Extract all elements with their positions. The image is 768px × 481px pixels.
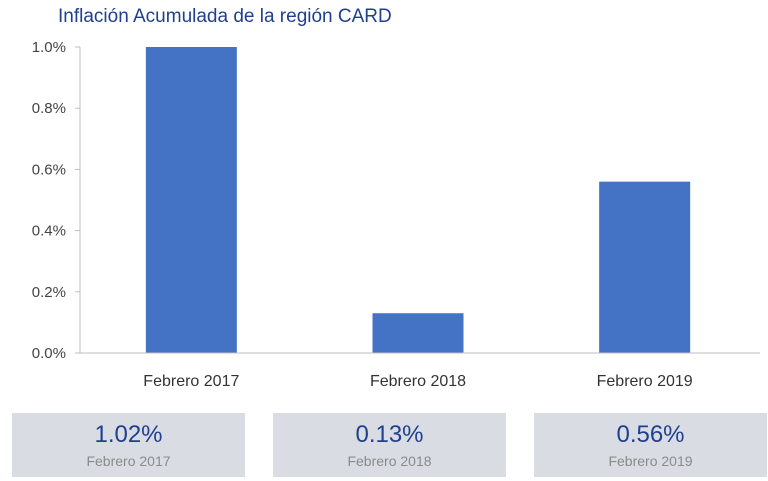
x-tick-label: Febrero 2019 [597, 373, 693, 390]
bar [599, 181, 691, 353]
x-axis: Febrero 2017 Febrero 2018 Febrero 2019 [80, 352, 760, 390]
x-tick-label: Febrero 2018 [370, 373, 466, 390]
y-tick-label: 0.6% [32, 161, 66, 178]
bar-chart: 0.0%0.2%0.4%0.6%0.8%1.0% Febrero 2017 Feb… [32, 39, 760, 390]
y-tick-label: 1.0% [32, 39, 66, 56]
y-tick-label: 0.2% [32, 284, 66, 301]
summary-value: 0.56% [616, 421, 685, 448]
y-tick-label: 0.4% [32, 223, 66, 240]
summary-card-3: 0.56% Febrero 2019 [534, 413, 767, 477]
summary-card-1: 1.02% Febrero 2017 [12, 413, 245, 477]
chart-title: Inflación Acumulada de la región CARD [58, 6, 392, 27]
summary-card-2: 0.13% Febrero 2018 [273, 413, 506, 477]
x-tick-label: Febrero 2017 [143, 373, 239, 390]
summary-label: Febrero 2019 [608, 453, 693, 469]
summary-label: Febrero 2018 [347, 453, 432, 469]
bar [145, 47, 237, 353]
summary-value: 1.02% [94, 421, 163, 448]
summary-label: Febrero 2017 [86, 453, 171, 469]
summary-value: 0.13% [355, 421, 424, 448]
bars [145, 47, 691, 353]
y-tick-label: 0.0% [32, 345, 66, 362]
bar [372, 313, 464, 353]
y-axis: 0.0% 0.2% 0.4% 0.6% 0.8% 1.0% [32, 39, 81, 362]
y-tick-label: 0.8% [32, 100, 66, 117]
